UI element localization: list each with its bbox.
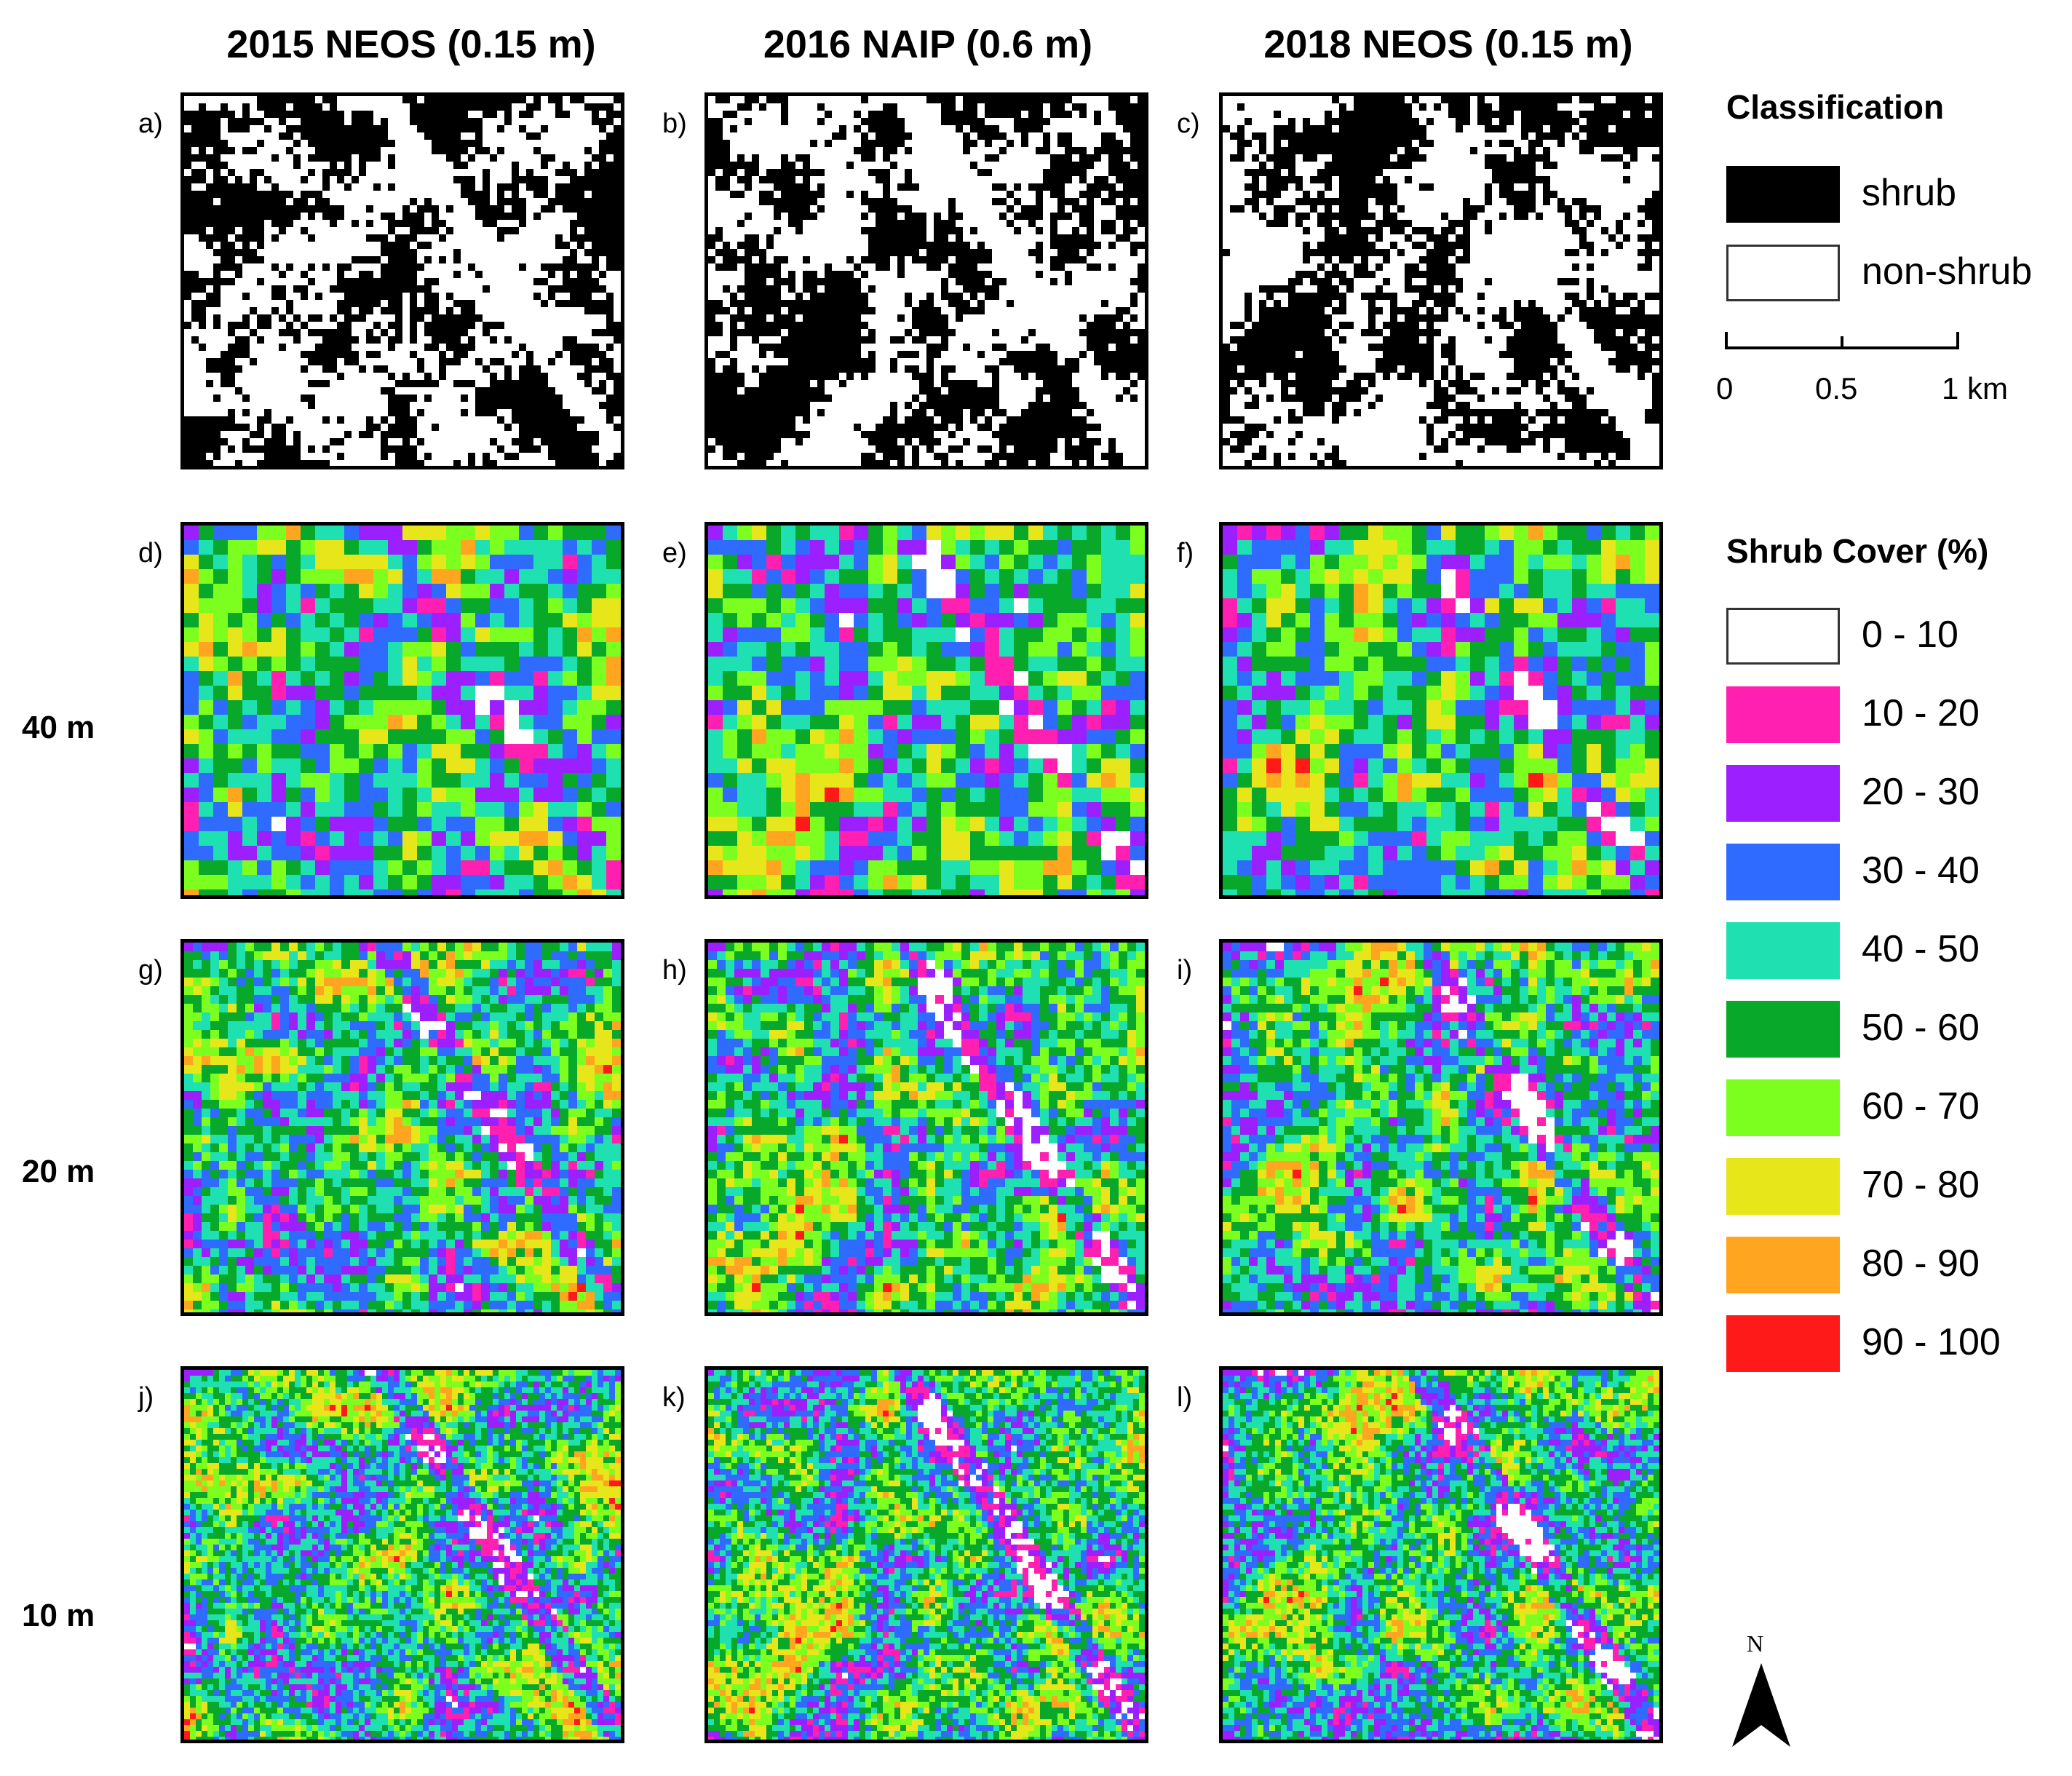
map-panel-h [704, 939, 1148, 1316]
map-raster [184, 526, 621, 895]
map-raster [708, 1370, 1145, 1740]
legend-label-cover-1: 10 - 20 [1862, 691, 1980, 735]
column-header-2015: 2015 NEOS (0.15 m) [186, 22, 637, 67]
legend-swatch-cover-0 [1726, 608, 1840, 665]
map-panel-f [1219, 522, 1663, 899]
panel-label: d) [138, 538, 163, 569]
column-header-2018: 2018 NEOS (0.15 m) [1223, 22, 1674, 67]
legend-label-shrub: shrub [1862, 171, 1956, 215]
legend-swatch-cover-9 [1726, 1315, 1840, 1372]
north-label: N [1747, 1630, 1763, 1657]
map-raster [708, 96, 1145, 466]
scale-bar [1725, 332, 1959, 349]
legend-swatch-cover-3 [1726, 844, 1840, 900]
legend-label-cover-4: 40 - 50 [1862, 927, 1980, 971]
legend-label-cover-5: 50 - 60 [1862, 1006, 1980, 1050]
map-raster [1223, 1370, 1659, 1740]
scale-label-1km: 1 km [1942, 371, 2008, 406]
row-label-40m: 40 m [22, 710, 124, 746]
map-panel-c [1219, 92, 1663, 469]
map-panel-l [1219, 1366, 1663, 1743]
column-header-2016: 2016 NAIP (0.6 m) [702, 22, 1154, 67]
legend-label-cover-3: 30 - 40 [1862, 849, 1980, 892]
scale-label-0-5: 0.5 [1815, 371, 1857, 406]
legend-swatch-cover-8 [1726, 1237, 1840, 1293]
legend-label-cover-6: 60 - 70 [1862, 1085, 1980, 1128]
map-panel-i [1219, 939, 1663, 1316]
legend-label-non-shrub: non-shrub [1862, 250, 2032, 293]
legend-swatch-cover-7 [1726, 1158, 1840, 1215]
legend-swatch-cover-2 [1726, 765, 1840, 822]
legend-swatch-cover-4 [1726, 922, 1840, 979]
panel-label: l) [1177, 1382, 1192, 1414]
map-raster [184, 96, 621, 466]
panel-label: a) [138, 108, 163, 140]
legend-label-cover-2: 20 - 30 [1862, 770, 1980, 814]
row-label-10m: 10 m [22, 1598, 124, 1634]
legend-label-cover-9: 90 - 100 [1862, 1320, 2001, 1364]
map-panel-e [704, 522, 1148, 899]
legend-swatch-shrub [1726, 166, 1840, 223]
map-raster [1223, 526, 1659, 895]
panel-label: g) [138, 955, 163, 986]
legend-label-cover-7: 70 - 80 [1862, 1163, 1980, 1207]
classification-legend-title: Classification [1726, 87, 1944, 127]
panel-label: e) [662, 538, 687, 569]
legend-swatch-cover-5 [1726, 1001, 1840, 1058]
panel-label: c) [1177, 108, 1200, 140]
north-arrow-icon [1732, 1663, 1790, 1747]
map-raster [184, 1370, 621, 1740]
panel-label: j) [138, 1382, 154, 1414]
row-label-20m: 20 m [22, 1154, 124, 1190]
legend-swatch-cover-6 [1726, 1079, 1840, 1136]
map-raster [184, 943, 621, 1312]
panel-label: i) [1177, 955, 1192, 986]
panel-label: b) [662, 108, 687, 140]
map-panel-j [180, 1366, 624, 1743]
panel-label: f) [1177, 538, 1194, 569]
map-raster [708, 943, 1145, 1312]
map-panel-a [180, 92, 624, 469]
panel-label: k) [662, 1382, 686, 1414]
legend-label-cover-8: 80 - 90 [1862, 1242, 1980, 1285]
map-panel-g [180, 939, 624, 1316]
legend-label-cover-0: 0 - 10 [1862, 613, 1958, 657]
cover-legend-title: Shrub Cover (%) [1726, 531, 1988, 571]
map-raster [1223, 96, 1659, 466]
scale-label-0: 0 [1716, 371, 1733, 406]
map-panel-b [704, 92, 1148, 469]
legend-swatch-cover-1 [1726, 686, 1840, 743]
map-raster [1223, 943, 1659, 1312]
legend-swatch-non-shrub [1726, 245, 1840, 301]
map-raster [708, 526, 1145, 895]
map-panel-d [180, 522, 624, 899]
panel-label: h) [662, 955, 687, 986]
map-panel-k [704, 1366, 1148, 1743]
